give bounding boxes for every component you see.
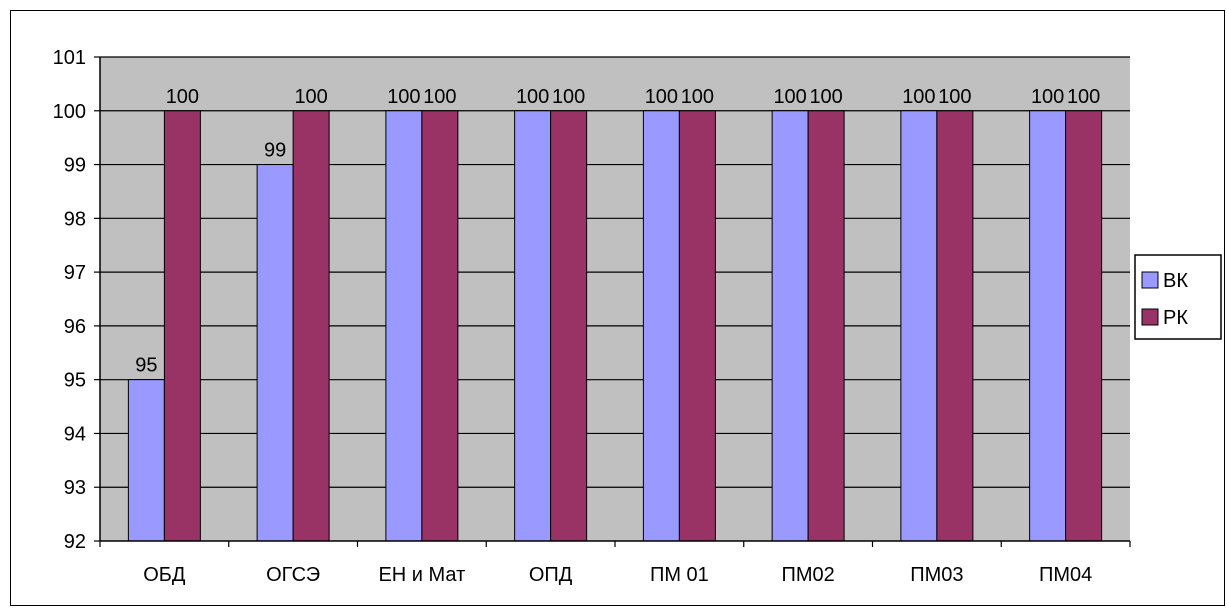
x-tick-label: ПМ 01 <box>650 564 709 586</box>
bar-rk <box>163 110 201 542</box>
data-label: 100 <box>166 86 199 108</box>
bar-vk <box>385 110 423 542</box>
y-tick-label: 98 <box>64 208 86 230</box>
legend: ВК РК <box>1134 254 1222 340</box>
bar-vk <box>256 164 294 542</box>
data-label: 100 <box>1067 86 1100 108</box>
legend-swatch <box>1141 308 1159 326</box>
bar-rk <box>678 110 716 542</box>
data-label: 100 <box>516 86 549 108</box>
bar-vk <box>127 379 165 542</box>
bars <box>127 110 1103 542</box>
y-tick-label: 96 <box>64 316 86 338</box>
y-tick-label: 97 <box>64 262 86 284</box>
legend-box <box>1134 254 1222 340</box>
data-label: 100 <box>773 86 806 108</box>
y-tick-label: 101 <box>53 47 86 69</box>
data-label: 100 <box>387 86 420 108</box>
data-label: 100 <box>681 86 714 108</box>
data-label: 100 <box>645 86 678 108</box>
bar-rk <box>292 110 330 542</box>
data-label: 100 <box>809 86 842 108</box>
y-tick-label: 93 <box>64 477 86 499</box>
plot-area <box>100 57 1130 541</box>
x-tick-label: ЕН и Мат <box>378 564 465 586</box>
y-tick-labels: 92 93 94 95 96 97 98 99 100 101 <box>53 47 86 553</box>
bar-rk <box>421 110 459 542</box>
bar-rk <box>550 110 588 542</box>
data-label: 100 <box>423 86 456 108</box>
data-label: 100 <box>294 86 327 108</box>
x-tick-label: ОПД <box>529 564 573 586</box>
x-tick-labels: ОБД ОГСЭ ЕН и Мат ОПД ПМ 01 ПМ02 ПМ03 ПМ04 <box>143 564 1092 586</box>
legend-swatch <box>1141 271 1159 289</box>
y-tick-label: 92 <box>64 531 86 553</box>
bar-vk <box>900 110 938 542</box>
bar-vk <box>1029 110 1067 542</box>
y-tick-label: 95 <box>64 370 86 392</box>
bar-rk <box>1065 110 1103 542</box>
data-label: 100 <box>938 86 971 108</box>
y-tick-label: 100 <box>53 101 86 123</box>
data-label: 95 <box>135 355 157 377</box>
x-tick-label: ПМ02 <box>781 564 834 586</box>
x-tick-label: ПМ04 <box>1039 564 1092 586</box>
data-label: 100 <box>552 86 585 108</box>
axes <box>94 56 1131 547</box>
data-label: 100 <box>902 86 935 108</box>
legend-label: ВК <box>1163 270 1188 292</box>
bar-vk <box>514 110 552 542</box>
bar-rk <box>807 110 845 542</box>
bar-vk <box>771 110 809 542</box>
legend-label: РК <box>1163 307 1188 329</box>
y-tick-label: 94 <box>64 423 86 445</box>
bar-rk <box>936 110 974 542</box>
x-tick-label: ОГСЭ <box>266 564 320 586</box>
data-label: 100 <box>1031 86 1064 108</box>
y-tick-label: 99 <box>64 155 86 177</box>
x-tick-label: ПМ03 <box>910 564 963 586</box>
x-tick-label: ОБД <box>143 564 186 586</box>
bar-vk <box>642 110 680 542</box>
data-label: 99 <box>264 140 286 162</box>
